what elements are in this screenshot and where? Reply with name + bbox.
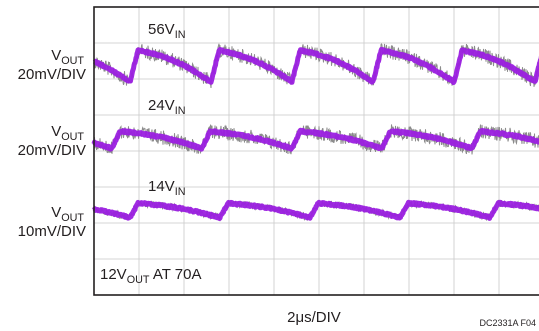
series-label-56vin: 56VIN: [148, 21, 186, 41]
series-line-2: [91, 199, 539, 221]
series-trace-2: [91, 199, 539, 222]
load-annotation: 12VOUT AT 70A: [100, 266, 201, 286]
series-trace-1: [91, 124, 539, 155]
ylabel-scale-2: 20mV/DIV: [18, 142, 86, 159]
series-line-0: [92, 46, 539, 86]
figure-id: DC2331A F04: [479, 318, 536, 328]
ylabel-vout-1: VOUT: [51, 47, 84, 67]
ylabel-scale-3: 10mV/DIV: [18, 223, 86, 240]
scope-frame: [93, 6, 539, 296]
ylabel-scale-1: 20mV/DIV: [18, 66, 86, 83]
series-label-14vin: 14VIN: [148, 178, 186, 198]
series-label-24vin: 24VIN: [148, 97, 186, 117]
ylabel-vout-2: VOUT: [51, 123, 84, 143]
series-trace-0: [92, 43, 539, 89]
x-axis-label: 2μs/DIV: [287, 309, 341, 326]
series-line-1: [91, 127, 539, 152]
ylabel-vout-3: VOUT: [51, 204, 84, 224]
scope-traces: [91, 43, 539, 222]
